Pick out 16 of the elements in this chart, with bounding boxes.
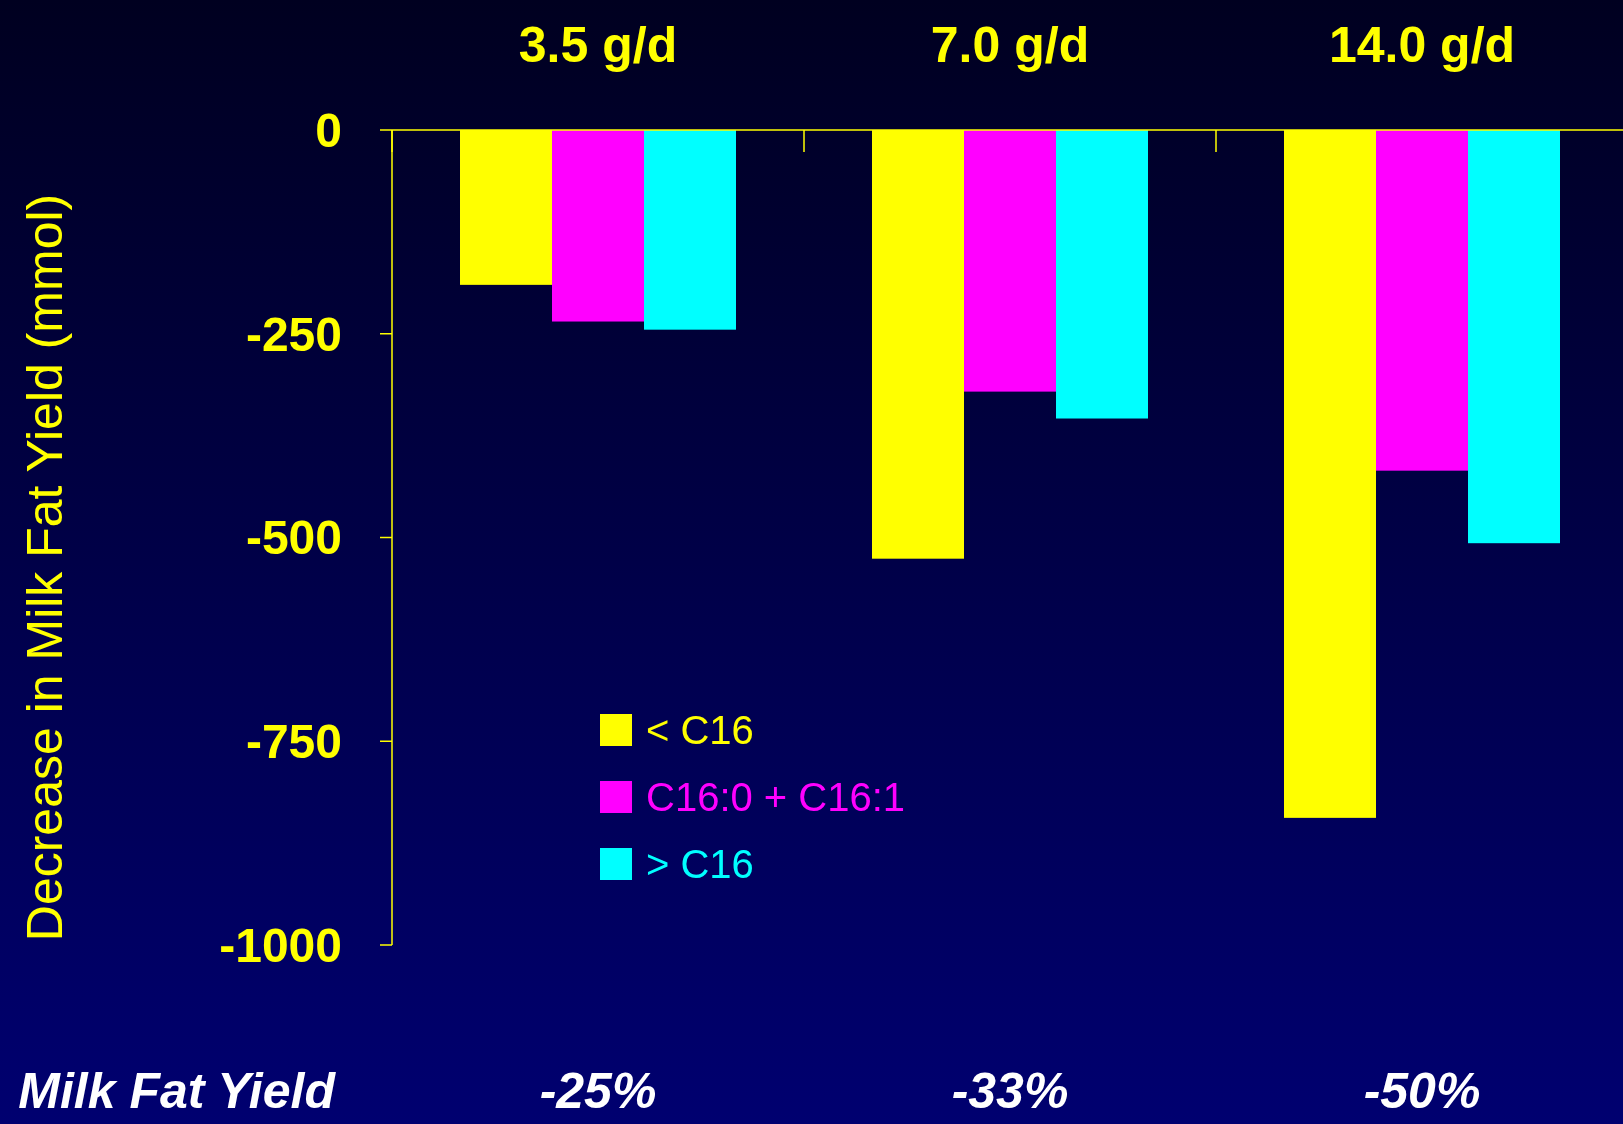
- y-tick-label: -250: [245, 307, 342, 361]
- legend-label: C16:0 + C16:1: [646, 775, 906, 819]
- y-axis-title: Decrease in Milk Fat Yield (mmol): [17, 193, 73, 942]
- legend-label: > C16: [646, 842, 754, 886]
- y-tick-label: -750: [245, 715, 342, 769]
- x-tick-label: 3.5 g/d: [518, 17, 678, 73]
- text: -25%: [539, 1063, 657, 1119]
- x-tick-label: 14.0 g/d: [1328, 17, 1516, 73]
- y-tick-label: 0: [315, 103, 342, 157]
- x-tick-label: 7.0 g/d: [930, 17, 1090, 73]
- text: Milk Fat Yield: [18, 1063, 337, 1119]
- text: -33%: [951, 1063, 1069, 1119]
- legend-label: < C16: [646, 708, 754, 752]
- y-tick-label: -500: [245, 511, 342, 565]
- y-tick-label: -1000: [219, 918, 342, 972]
- text: -50%: [1363, 1063, 1481, 1119]
